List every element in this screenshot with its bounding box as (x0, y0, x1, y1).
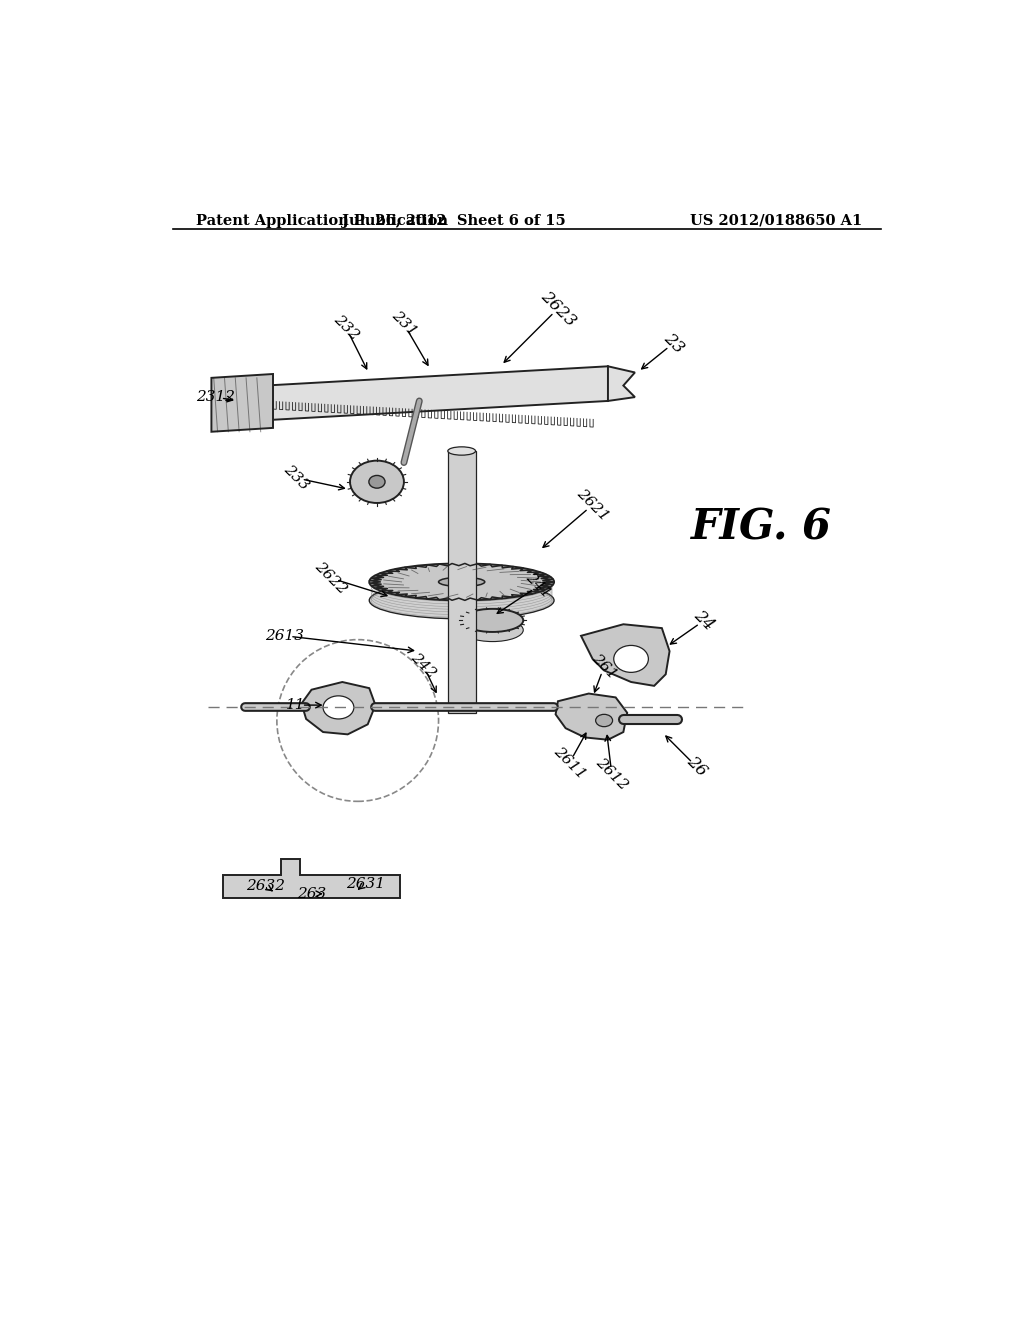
Ellipse shape (369, 475, 385, 488)
Polygon shape (556, 693, 628, 739)
Ellipse shape (447, 447, 475, 455)
Polygon shape (608, 367, 635, 401)
Text: 263: 263 (297, 887, 326, 900)
Ellipse shape (370, 582, 554, 619)
Text: 2621: 2621 (573, 486, 611, 524)
Text: 26: 26 (683, 754, 710, 780)
Text: 2611: 2611 (551, 744, 588, 781)
Text: 23: 23 (659, 330, 687, 356)
Text: 242: 242 (408, 649, 438, 680)
Text: FIG. 6: FIG. 6 (691, 507, 833, 549)
Text: 241: 241 (523, 570, 554, 601)
Polygon shape (265, 367, 608, 420)
Text: 2622: 2622 (312, 560, 349, 597)
Text: 2312: 2312 (196, 391, 234, 404)
Ellipse shape (350, 461, 403, 503)
Text: 2623: 2623 (537, 288, 579, 330)
Ellipse shape (462, 609, 523, 632)
Text: 2613: 2613 (265, 628, 304, 643)
Ellipse shape (613, 645, 648, 672)
Text: 232: 232 (331, 313, 361, 343)
Ellipse shape (462, 619, 523, 642)
Text: 2612: 2612 (593, 755, 631, 793)
Polygon shape (211, 374, 273, 432)
Polygon shape (301, 682, 376, 734)
Text: Patent Application Publication: Patent Application Publication (196, 214, 449, 228)
Text: 24: 24 (690, 607, 718, 634)
Polygon shape (223, 859, 400, 898)
Text: US 2012/0188650 A1: US 2012/0188650 A1 (690, 214, 862, 228)
Polygon shape (447, 451, 475, 713)
Text: 11: 11 (287, 698, 306, 711)
Text: 231: 231 (389, 309, 419, 339)
Ellipse shape (323, 696, 354, 719)
Ellipse shape (596, 714, 612, 726)
Text: 2632: 2632 (246, 879, 285, 894)
Text: 2631: 2631 (346, 876, 385, 891)
Text: Jul. 26, 2012  Sheet 6 of 15: Jul. 26, 2012 Sheet 6 of 15 (342, 214, 566, 228)
Polygon shape (581, 624, 670, 686)
Ellipse shape (370, 564, 554, 601)
Text: 233: 233 (281, 462, 311, 494)
Text: 261: 261 (589, 651, 620, 682)
Ellipse shape (438, 577, 484, 586)
